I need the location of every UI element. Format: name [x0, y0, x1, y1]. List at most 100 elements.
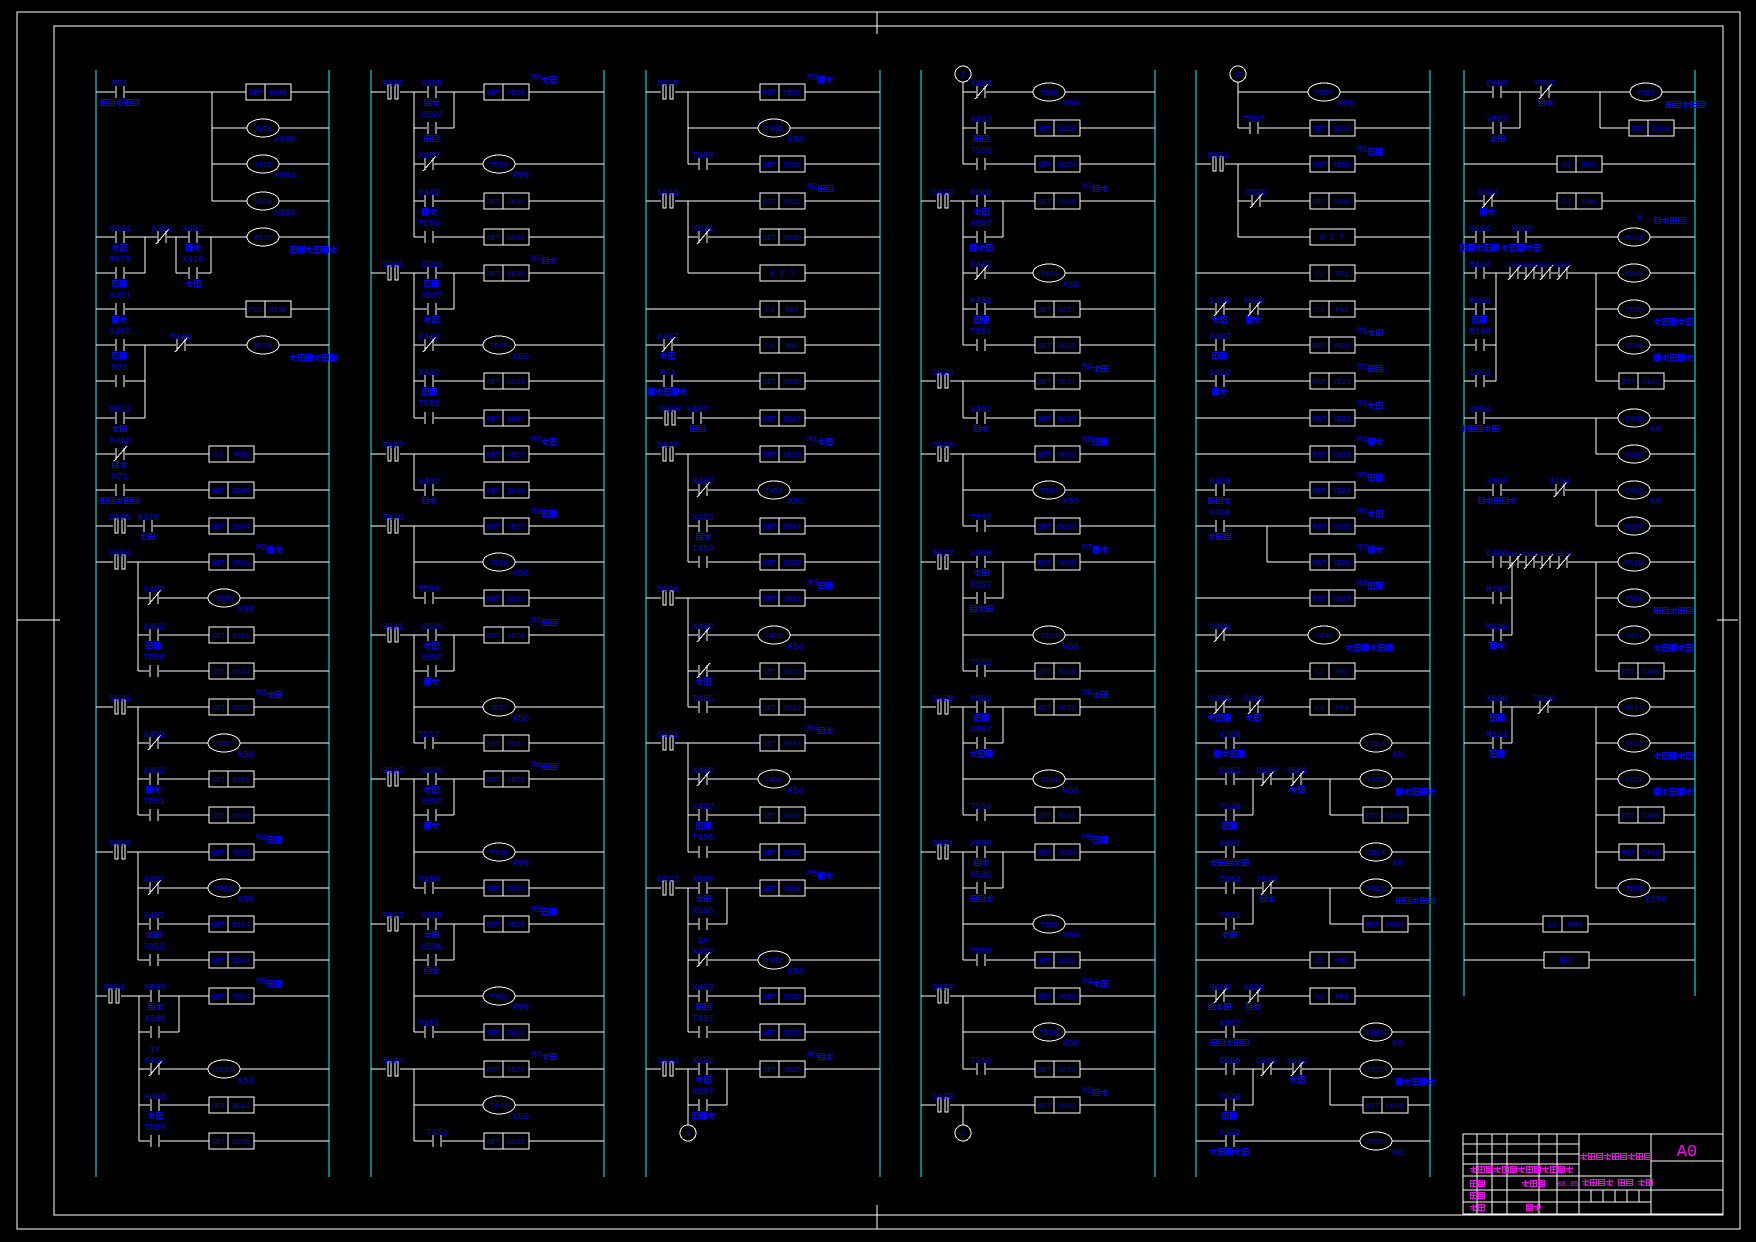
svg-text:M4: M4 [531, 1050, 542, 1060]
svg-text:M1: M1 [1357, 326, 1368, 336]
svg-text:S633: S633 [1058, 1067, 1077, 1075]
svg-text:T453: T453 [692, 151, 714, 161]
svg-text:YD27: YD27 [1058, 452, 1076, 460]
svg-text:X507: X507 [970, 725, 992, 735]
svg-text:X406: X406 [1209, 983, 1231, 993]
svg-text:K50: K50 [513, 1112, 529, 1122]
svg-text:T552: T552 [970, 513, 992, 523]
svg-text:C462: C462 [1642, 850, 1660, 858]
svg-text:K50: K50 [788, 642, 804, 652]
svg-text:X500: X500 [1219, 730, 1241, 740]
svg-text:X402: X402 [151, 224, 173, 234]
svg-text:T451: T451 [418, 1019, 440, 1029]
svg-text:X505: X505 [970, 839, 992, 849]
svg-text:M1: M1 [1357, 145, 1368, 155]
svg-text:S615: S615 [657, 79, 679, 89]
svg-text:T550: T550 [970, 146, 992, 156]
svg-text:RST: RST [1622, 850, 1636, 858]
svg-text:YD26: YD26 [1333, 560, 1352, 568]
svg-text:X505: X505 [421, 766, 443, 776]
svg-text:X410: X410 [182, 255, 204, 265]
svg-text:S612: S612 [507, 199, 525, 207]
svg-text:SET: SET [487, 271, 501, 279]
svg-text:SET: SET [212, 669, 226, 677]
svg-text:K50: K50 [1063, 280, 1079, 290]
svg-text:SET: SET [763, 452, 777, 460]
svg-text:T452: T452 [426, 1128, 448, 1138]
svg-text:C460: C460 [1486, 549, 1508, 559]
svg-text:X401: X401 [109, 291, 131, 301]
svg-text:T457: T457 [765, 958, 783, 966]
svg-text:C462: C462 [1642, 379, 1660, 387]
svg-text:RST: RST [1038, 705, 1052, 713]
svg-text:S606: S606 [382, 260, 404, 270]
svg-text:S626: S626 [932, 441, 954, 451]
svg-text:M5: M5 [807, 869, 818, 879]
svg-text:TD54: TD54 [490, 162, 509, 170]
svg-text:X402: X402 [418, 332, 440, 342]
svg-text:K50: K50 [513, 714, 529, 724]
svg-text:YD23: YD23 [232, 850, 251, 858]
svg-text:P01: P01 [1335, 271, 1349, 279]
svg-text:K50: K50 [788, 786, 804, 796]
svg-text:S623: S623 [657, 1056, 679, 1066]
svg-text:TD57: TD57 [490, 705, 508, 713]
svg-text:SET: SET [212, 958, 226, 966]
svg-text:YD24: YD24 [507, 922, 526, 930]
svg-text:M574: M574 [109, 405, 131, 415]
svg-text:K50: K50 [788, 967, 804, 977]
svg-text:T455: T455 [692, 694, 714, 704]
svg-text:YD33: YD33 [1058, 994, 1077, 1002]
svg-text:X507: X507 [970, 580, 992, 590]
svg-text:M4: M4 [256, 833, 267, 843]
svg-text:S605: S605 [382, 79, 404, 89]
svg-text:M7: M7 [1082, 182, 1093, 192]
svg-text:1#: 1# [698, 936, 709, 946]
svg-text:Y521: Y521 [1219, 911, 1241, 921]
svg-text:T556: T556 [1040, 1030, 1059, 1038]
svg-text:R E T: R E T [1320, 234, 1344, 243]
svg-text:S624: S624 [932, 188, 954, 198]
svg-text:CJ: CJ [1315, 958, 1324, 966]
svg-text:M110: M110 [1486, 622, 1508, 632]
svg-text:SET: SET [1038, 669, 1052, 677]
svg-text:C064: C064 [1219, 875, 1241, 885]
svg-text:X402: X402 [144, 1056, 166, 1066]
svg-text:CJ: CJ [765, 307, 774, 315]
svg-text:S616: S616 [783, 162, 802, 170]
svg-text:X402: X402 [143, 622, 165, 632]
svg-text:TD53: TD53 [215, 1067, 234, 1075]
svg-text:X505: X505 [421, 260, 443, 270]
svg-text:SET: SET [487, 488, 501, 496]
svg-text:X402: X402 [692, 947, 714, 957]
svg-text:X410: X410 [1209, 368, 1231, 378]
svg-text:S604: S604 [232, 524, 251, 532]
svg-text:S613: S613 [507, 886, 526, 894]
svg-text:SET: SET [212, 633, 226, 641]
svg-text:SET: SET [1038, 958, 1052, 966]
svg-text:S610: S610 [507, 488, 526, 496]
svg-text:M8: M8 [531, 507, 542, 517]
svg-text:YD25: YD25 [507, 777, 526, 785]
svg-text:T650: T650 [1533, 694, 1555, 704]
svg-text:SET: SET [212, 488, 226, 496]
svg-text:S621: S621 [783, 705, 802, 713]
svg-text:T451: T451 [490, 994, 509, 1002]
svg-text:TD56: TD56 [418, 585, 440, 595]
svg-text:S631: S631 [1058, 813, 1077, 821]
svg-text:X402: X402 [143, 911, 165, 921]
svg-text:S611: S611 [382, 622, 404, 632]
svg-text:1: 1 [686, 1130, 691, 1139]
svg-text:M: M [1637, 214, 1642, 224]
svg-text:M7: M7 [1357, 543, 1368, 553]
svg-text:YD27: YD27 [1333, 596, 1351, 604]
svg-text:RST: RST [1038, 1103, 1052, 1111]
svg-text:K50: K50 [513, 569, 529, 579]
svg-text:M71: M71 [112, 472, 128, 482]
svg-text:X402: X402 [970, 115, 992, 125]
svg-text:Y071: Y071 [254, 126, 273, 134]
svg-text:T452: T452 [490, 1103, 508, 1111]
svg-text:C462: C462 [1469, 368, 1491, 378]
svg-text:Y070: Y070 [254, 199, 273, 207]
svg-text:TD51: TD51 [215, 741, 234, 749]
